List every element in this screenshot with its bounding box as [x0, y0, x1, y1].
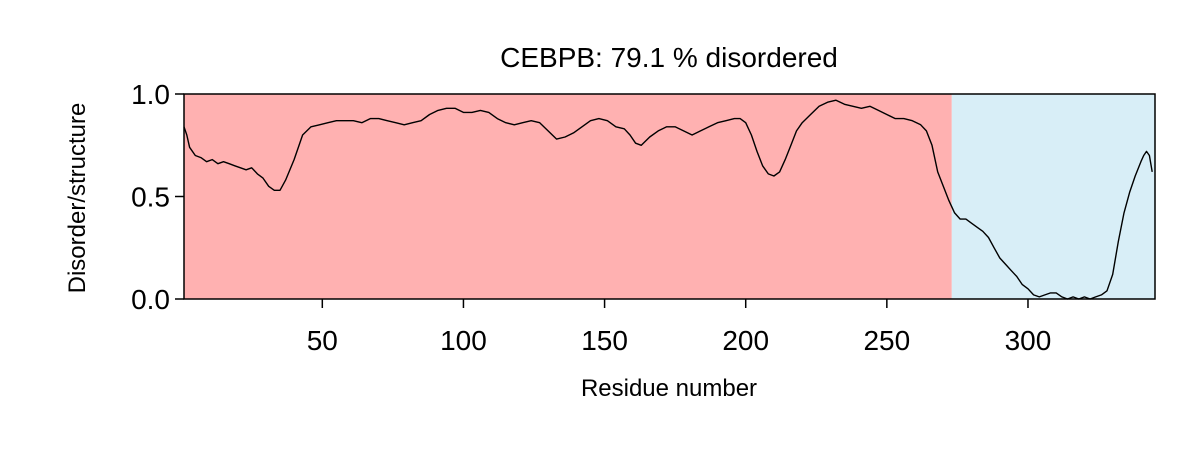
disorder-line-0 — [183, 99, 1153, 300]
x-tick-label: 100 — [440, 325, 487, 356]
x-tick-label: 300 — [1005, 325, 1052, 356]
series-layer — [183, 99, 1153, 300]
y-axis-label: Disorder/structure — [64, 103, 91, 294]
y-tick-label: 0.5 — [131, 182, 170, 213]
x-axis-label: Residue number — [581, 375, 757, 402]
x-axis: 50 100 150 200 250 300 — [307, 299, 1052, 356]
region-shading — [184, 94, 1155, 299]
chart-title: CEBPB: 79.1 % disordered — [500, 42, 838, 73]
y-tick-label: 0.0 — [131, 284, 170, 315]
x-tick-label: 250 — [863, 325, 910, 356]
x-tick-label: 150 — [581, 325, 628, 356]
x-tick-label: 50 — [307, 325, 338, 356]
y-axis: 0.0 0.5 1.0 — [131, 79, 184, 315]
region-structured — [951, 94, 1155, 299]
x-tick-label: 200 — [722, 325, 769, 356]
region-disordered — [184, 94, 952, 299]
y-tick-label: 1.0 — [131, 79, 170, 110]
